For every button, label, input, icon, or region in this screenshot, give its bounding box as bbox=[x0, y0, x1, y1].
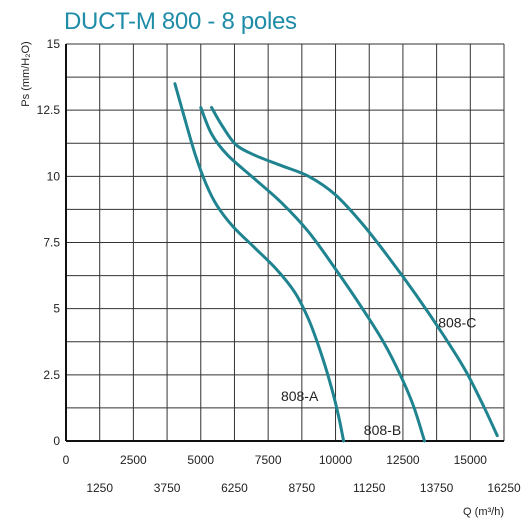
x-tick-label: 16250 bbox=[487, 481, 521, 495]
x-tick-label: 7500 bbox=[255, 453, 282, 467]
x-tick-label: 5000 bbox=[187, 453, 214, 467]
x-tick-label: 6250 bbox=[221, 481, 248, 495]
grid bbox=[65, 43, 505, 442]
y-tick-label: 7.5 bbox=[43, 236, 60, 250]
y-tick-label: 10 bbox=[47, 169, 61, 183]
y-tick-label: 15 bbox=[47, 37, 61, 51]
x-tick-label: 0 bbox=[63, 453, 70, 467]
x-tick-label: 11250 bbox=[353, 481, 386, 495]
series-label: 808-C bbox=[438, 315, 476, 331]
y-tick-label: 5 bbox=[53, 302, 60, 316]
x-tick-label: 8750 bbox=[288, 481, 315, 495]
series-label: 808-B bbox=[364, 422, 401, 438]
x-tick-label: 3750 bbox=[154, 481, 181, 495]
curve-808-c bbox=[210, 106, 499, 438]
y-tick-label: 0 bbox=[53, 434, 60, 448]
curve-808-a bbox=[173, 82, 346, 443]
x-axis-label: Q (m³/h) bbox=[463, 506, 504, 518]
curves bbox=[173, 82, 499, 443]
series-label: 808-A bbox=[281, 388, 319, 404]
y-tick-label: 2.5 bbox=[43, 368, 60, 382]
chart-title: DUCT-M 800 - 8 poles bbox=[64, 8, 297, 35]
x-tick-label: 15000 bbox=[454, 453, 488, 467]
x-tick-label: 1250 bbox=[86, 481, 113, 495]
axes bbox=[65, 44, 504, 442]
x-tick-label: 13750 bbox=[420, 481, 454, 495]
x-tick-label: 12500 bbox=[386, 453, 420, 467]
x-tick-label: 2500 bbox=[120, 453, 147, 467]
x-tick-label: 10000 bbox=[319, 453, 353, 467]
curve-808-b bbox=[199, 106, 426, 443]
series-labels: 808-A 808-B 808-C bbox=[281, 315, 476, 438]
y-axis-label: Ps (mm/H₂O) bbox=[20, 41, 32, 106]
y-tick-label: 12.5 bbox=[37, 103, 61, 117]
